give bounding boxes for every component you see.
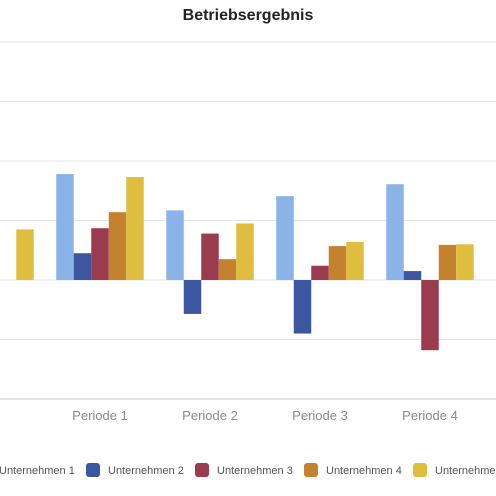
bar <box>386 184 404 280</box>
bar <box>218 259 237 280</box>
bar <box>311 265 329 280</box>
bar <box>346 241 364 280</box>
legend-label: Unternehmen 3 <box>217 465 293 477</box>
bar <box>166 210 184 280</box>
legend-label: Unternehmen 4 <box>326 465 402 477</box>
bar <box>108 212 127 280</box>
x-tick-label: Periode 3 <box>292 408 348 423</box>
bar <box>293 280 312 334</box>
legend-label: Unternehmen 1 <box>0 465 75 477</box>
bar <box>56 174 74 280</box>
x-tick-label: Periode 4 <box>402 408 458 423</box>
legend-swatch <box>86 463 100 477</box>
legend-label: Unternehmen 2 <box>108 465 184 477</box>
bar <box>183 280 202 314</box>
legend-swatch <box>413 463 427 477</box>
bar <box>236 223 254 280</box>
legend-swatch <box>304 463 318 477</box>
bar <box>201 233 219 280</box>
bar <box>456 244 474 280</box>
bar <box>73 253 92 280</box>
bar <box>403 271 422 280</box>
bar <box>328 246 347 280</box>
bar <box>421 280 439 351</box>
bar <box>276 196 294 280</box>
bar <box>438 244 457 280</box>
bar <box>91 228 109 280</box>
bar <box>126 177 144 280</box>
legend-swatch <box>195 463 209 477</box>
legend-label: Unternehmen 5 <box>435 465 496 477</box>
x-tick-label: Periode 1 <box>72 408 128 423</box>
bar <box>16 229 34 280</box>
x-tick-label: Periode 2 <box>182 408 238 423</box>
chart-title: Betriebsergebnis <box>182 7 314 24</box>
